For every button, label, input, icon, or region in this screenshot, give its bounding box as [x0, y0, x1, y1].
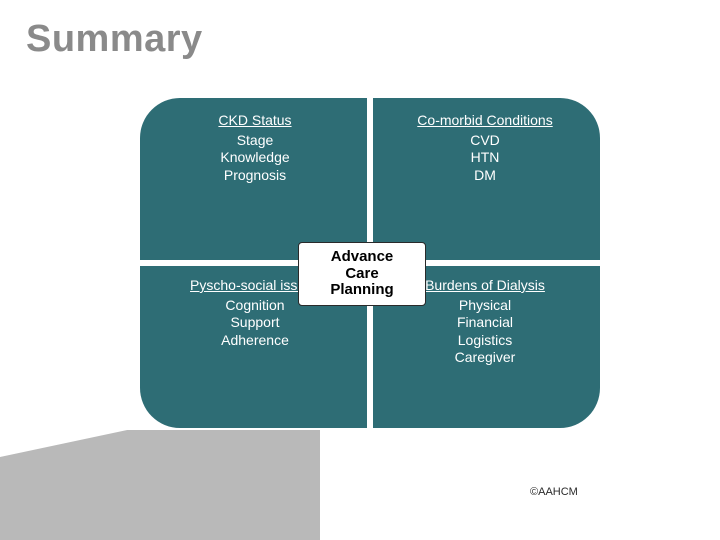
quadrant-stage: CKD Status Stage Knowledge Prognosis Co-… — [140, 98, 600, 428]
center-label: Advance Care Planning — [298, 242, 426, 306]
quadrant-tr-item: DM — [378, 167, 592, 185]
quadrant-tr-item: HTN — [378, 149, 592, 167]
copyright-text: ©AAHCM — [530, 486, 578, 498]
page-title: Summary — [26, 18, 203, 61]
quadrant-br-item: Caregiver — [378, 349, 592, 367]
quadrant-tl-item: Prognosis — [148, 167, 362, 185]
quadrant-tr: Co-morbid Conditions CVD HTN DM — [370, 98, 600, 263]
quadrant-bl-item: Adherence — [148, 332, 362, 350]
quadrant-tr-item: CVD — [378, 132, 592, 150]
quadrant-tl-item: Knowledge — [148, 149, 362, 167]
quadrant-bl-item: Support — [148, 314, 362, 332]
quadrant-br-item: Financial — [378, 314, 592, 332]
decor-wedge — [0, 430, 320, 540]
quadrant-tr-heading: Co-morbid Conditions — [378, 112, 592, 130]
quadrant-tl-item: Stage — [148, 132, 362, 150]
quadrant-tl-heading: CKD Status — [148, 112, 362, 130]
quadrant-br-item: Logistics — [378, 332, 592, 350]
quadrant-tl: CKD Status Stage Knowledge Prognosis — [140, 98, 370, 263]
